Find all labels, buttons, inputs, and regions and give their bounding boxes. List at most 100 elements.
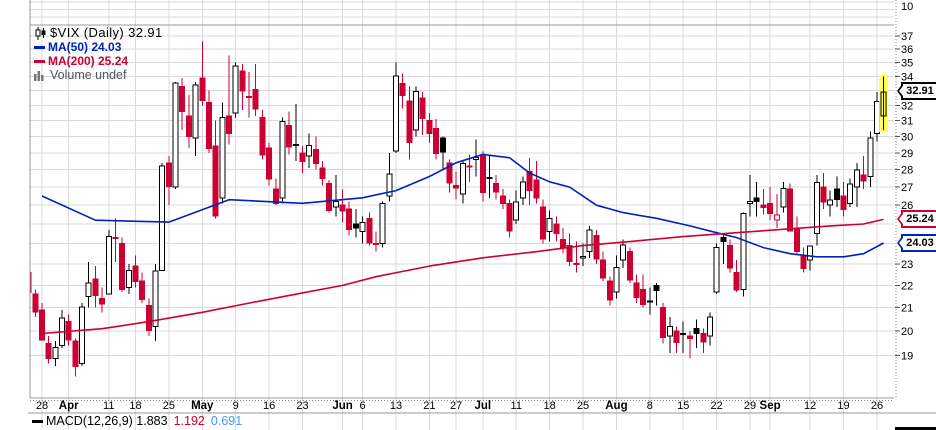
candle-body bbox=[573, 262, 580, 265]
candle-body bbox=[172, 82, 179, 188]
candle-body bbox=[706, 316, 713, 337]
ma200-price-label: 25.24 bbox=[897, 210, 936, 228]
candle-body bbox=[119, 243, 126, 290]
candle-body bbox=[266, 147, 273, 180]
candle-body bbox=[880, 91, 887, 117]
candle-body bbox=[593, 235, 600, 260]
candle-body bbox=[406, 100, 413, 144]
candle-body bbox=[446, 162, 453, 184]
candle-body bbox=[499, 195, 506, 205]
candle-body bbox=[112, 237, 119, 240]
candle-body bbox=[586, 229, 593, 253]
candle-body bbox=[32, 293, 39, 313]
candle-body bbox=[867, 137, 874, 178]
x-axis-label: 26 bbox=[871, 400, 883, 412]
y-axis-label: 36 bbox=[901, 44, 913, 56]
volume-legend-label: Volume undef bbox=[50, 68, 127, 82]
x-axis-label: 16 bbox=[263, 400, 275, 412]
candle-body bbox=[232, 65, 239, 114]
candle-body bbox=[673, 330, 680, 344]
candle-body bbox=[92, 278, 99, 296]
candle-body bbox=[767, 202, 774, 214]
chart-legend: $VIX (Daily) 32.91 MA(50) 24.03 MA(200) … bbox=[34, 26, 163, 82]
candle-body bbox=[306, 144, 313, 157]
x-axis-label: Sep bbox=[760, 400, 781, 412]
candle-body bbox=[633, 282, 640, 299]
legend-row-symbol: $VIX (Daily) 32.91 bbox=[34, 26, 163, 40]
x-axis-label: 12 bbox=[804, 400, 816, 412]
macd-histogram-value: 0.691 bbox=[210, 414, 243, 428]
candle-body bbox=[700, 333, 707, 343]
x-axis-label: Aug bbox=[605, 400, 627, 412]
candle-body bbox=[246, 96, 253, 99]
candle-body bbox=[399, 83, 406, 96]
candle-body bbox=[479, 155, 486, 193]
legend-row-volume: Volume undef bbox=[34, 68, 163, 82]
x-axis-label: 8 bbox=[647, 400, 653, 412]
chart-title: $VIX (Daily) 32.91 bbox=[50, 25, 163, 40]
candle-body bbox=[873, 101, 880, 134]
y-axis-label: 28 bbox=[901, 165, 913, 177]
candle-body bbox=[640, 289, 647, 305]
candle-body bbox=[145, 304, 152, 332]
candle-body bbox=[185, 115, 192, 138]
candle-body bbox=[466, 165, 473, 168]
pane-frame bbox=[28, 0, 936, 414]
candle-body bbox=[773, 214, 780, 221]
candle-body bbox=[30, 271, 32, 294]
candle-body bbox=[38, 309, 45, 341]
candle-body bbox=[793, 227, 800, 252]
candle-body bbox=[85, 282, 92, 297]
candle-body bbox=[393, 75, 399, 152]
y-axis-label: 21 bbox=[901, 303, 913, 315]
x-axis-label: 25 bbox=[577, 400, 589, 412]
candle-body bbox=[600, 259, 607, 279]
candle-body bbox=[780, 188, 787, 208]
candle-body bbox=[727, 245, 733, 269]
x-axis-label: 27 bbox=[450, 400, 462, 412]
candle-body bbox=[459, 162, 466, 195]
macd-legend: MACD(12,26,9) 1.883 1.192 0.691 bbox=[32, 414, 242, 428]
candle-body bbox=[526, 170, 533, 191]
candle-body bbox=[139, 280, 146, 300]
x-axis-label: May bbox=[191, 400, 214, 412]
x-axis-label: 18 bbox=[129, 400, 141, 412]
candle-body bbox=[99, 298, 106, 305]
candle-body bbox=[79, 306, 86, 364]
candle-body bbox=[847, 183, 854, 204]
candle-body bbox=[132, 265, 139, 283]
ma50-legend-label: MA(50) 24.03 bbox=[48, 40, 122, 54]
legend-row-ma50: MA(50) 24.03 bbox=[34, 40, 163, 54]
candle-body bbox=[319, 167, 326, 179]
macd-signal-value: 1.192 bbox=[173, 414, 205, 428]
candle-body bbox=[179, 85, 186, 113]
candle-body bbox=[606, 280, 613, 301]
upper-pane-axis-label: 10 bbox=[901, 1, 914, 13]
candle-body bbox=[372, 243, 379, 246]
candle-body bbox=[72, 340, 79, 368]
candle-body bbox=[272, 188, 279, 204]
candle-body bbox=[199, 77, 206, 101]
y-axis-label: 30 bbox=[901, 131, 913, 143]
ma200-line bbox=[41, 218, 884, 335]
y-axis-label: 34 bbox=[901, 71, 913, 83]
candle-body bbox=[239, 70, 246, 92]
x-axis-label: 21 bbox=[423, 400, 435, 412]
x-axis-label: 22 bbox=[711, 400, 723, 412]
y-axis-label: 31 bbox=[901, 116, 913, 128]
candle-body bbox=[660, 307, 667, 338]
candle-body bbox=[299, 152, 306, 162]
candle-body bbox=[346, 208, 353, 230]
candle-body bbox=[513, 201, 520, 221]
candle-body bbox=[740, 212, 747, 291]
candle-body bbox=[379, 203, 386, 245]
candle-body bbox=[833, 188, 840, 201]
x-axis-label: 28 bbox=[36, 400, 48, 412]
candle-body bbox=[760, 204, 767, 209]
candle-body bbox=[840, 195, 847, 211]
x-axis-label: 29 bbox=[744, 400, 756, 412]
x-axis-label: Apr bbox=[59, 400, 79, 412]
ma50-price-label: 24.03 bbox=[897, 234, 936, 252]
candlestick-chart-icon bbox=[34, 26, 48, 40]
